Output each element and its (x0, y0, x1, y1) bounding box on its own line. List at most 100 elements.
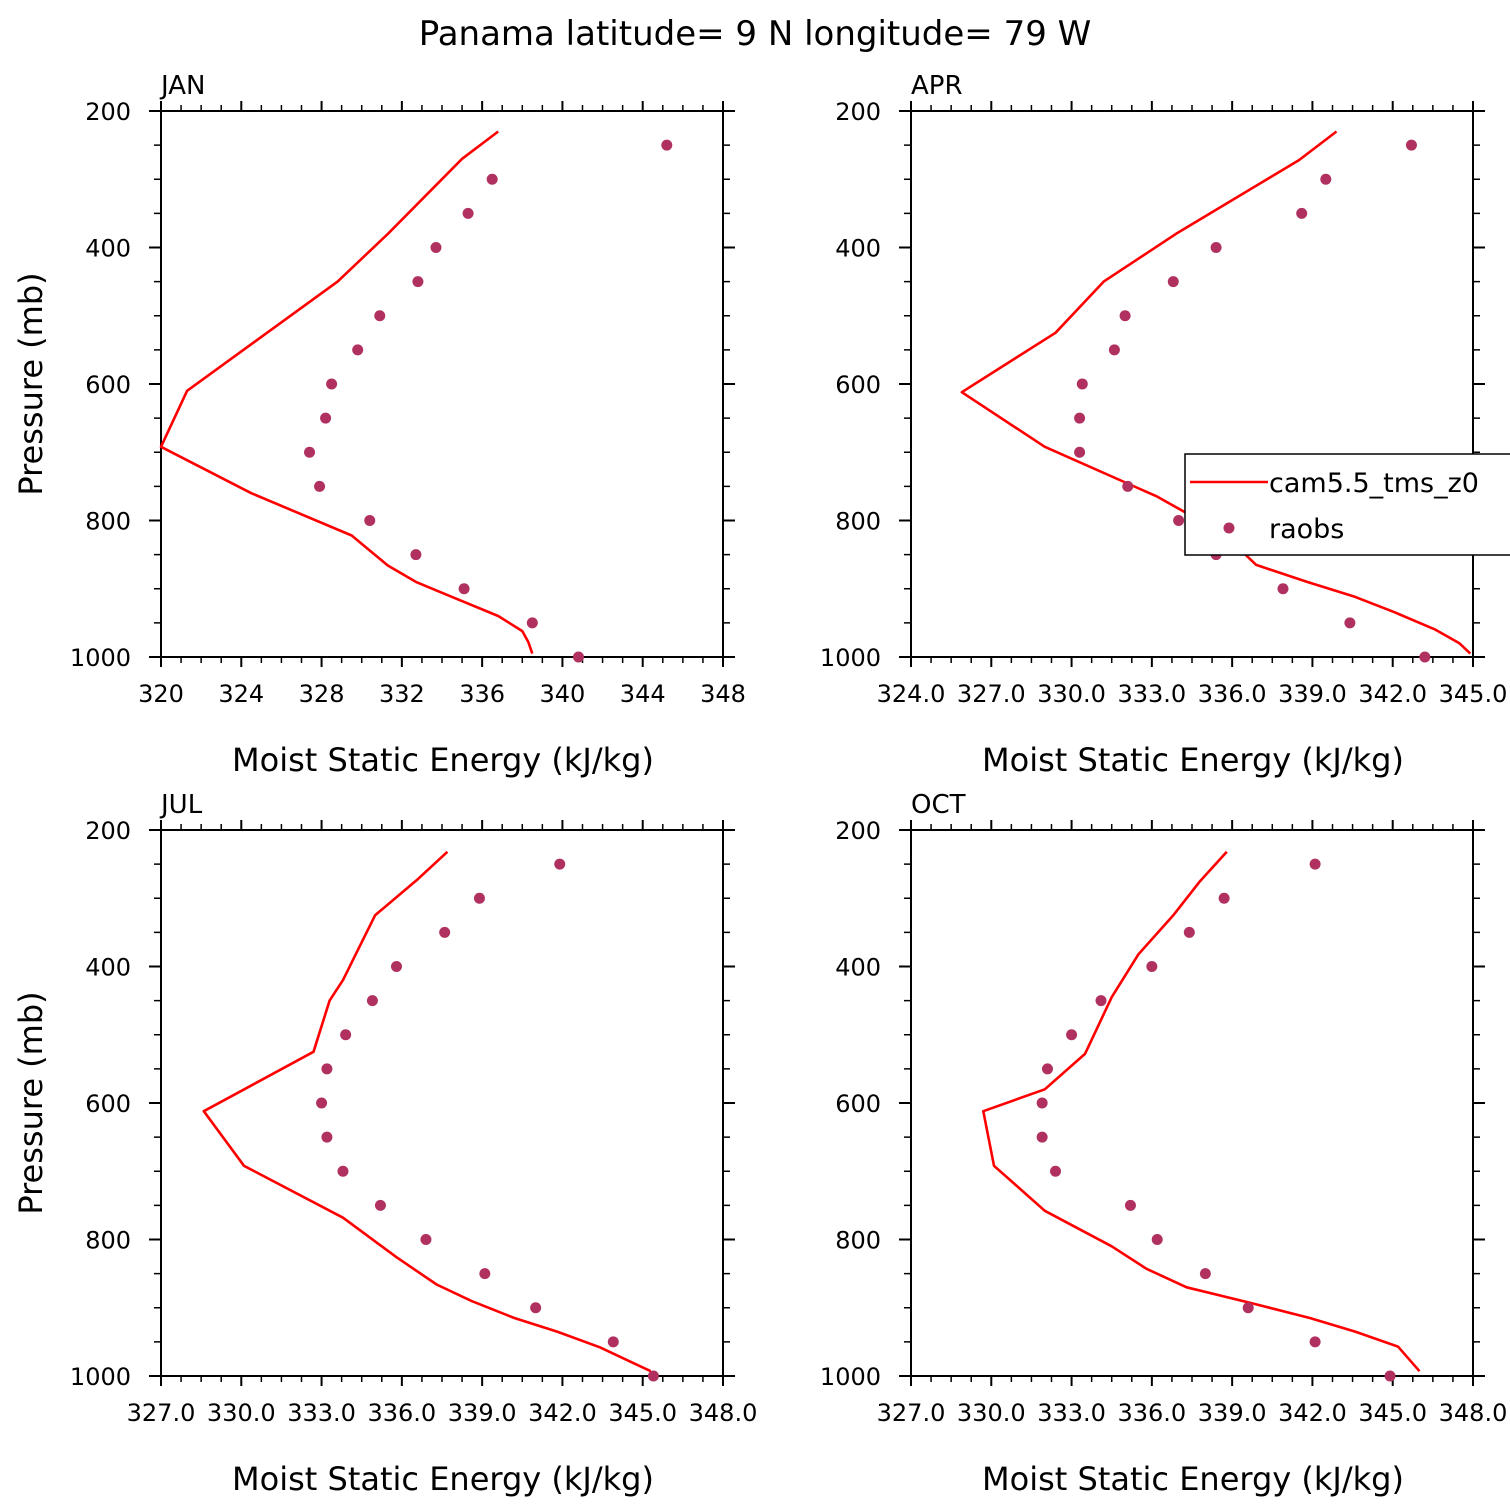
x-tick-label: 330.0 (957, 1399, 1026, 1427)
raob-point (473, 892, 485, 904)
raob-point (321, 1131, 333, 1143)
raob-point (554, 858, 566, 870)
model-line (981, 850, 1421, 1373)
raob-point (364, 515, 376, 526)
y-tick-label: 1000 (820, 644, 881, 672)
y-tick-label: 600 (85, 371, 131, 399)
x-tick-label: 342.0 (1278, 1399, 1347, 1427)
raob-point (374, 310, 386, 322)
x-tick-label: 348 (700, 680, 746, 708)
y-tick-label: 400 (835, 954, 881, 982)
raob-point (1167, 276, 1179, 288)
raob-point (1320, 173, 1332, 185)
legend-marker-swatch (1223, 522, 1235, 534)
raob-point (1122, 480, 1134, 492)
y-tick-label: 600 (835, 1090, 881, 1118)
raob-point (1218, 892, 1230, 904)
raob-point (647, 1370, 659, 1382)
model-line (159, 130, 534, 655)
x-tick-label: 333.0 (1117, 680, 1186, 708)
y-tick-label: 1000 (70, 1363, 131, 1391)
x-tick-label: 345.0 (1358, 1399, 1427, 1427)
y-tick-label: 400 (835, 235, 881, 263)
x-axis-title: Moist Static Energy (kJ/kg) (232, 1460, 654, 1498)
figure-title: Panama latitude= 9 N longitude= 79 W (419, 14, 1092, 54)
y-tick-label: 200 (835, 98, 881, 126)
raob-point (458, 583, 470, 595)
x-tick-label: 327.0 (127, 1399, 196, 1427)
raob-point (607, 1336, 619, 1348)
plot-frame (160, 829, 724, 1377)
y-axis-title: Pressure (mb) (12, 272, 50, 495)
x-axis-title: Moist Static Energy (kJ/kg) (232, 741, 654, 779)
raob-point (430, 242, 442, 253)
raob-point (1074, 412, 1086, 424)
panel-oct: OCT 327.0 330.0 333.0 336.0 339.0 342.0 345.0 34… (820, 790, 1507, 1498)
panel-jul: JUL 327.0 330.0 333.0 336.0 339.0 342.0 345.0 34… (12, 790, 757, 1498)
raob-point (439, 926, 451, 938)
y-tick-label: 600 (85, 1090, 131, 1118)
raob-point (1066, 1029, 1078, 1041)
x-tick-label: 320 (138, 680, 184, 708)
raob-point (1277, 583, 1289, 595)
x-tick-label: 342.0 (1358, 680, 1427, 708)
x-tick-label: 339.0 (1278, 680, 1347, 708)
x-tick-label: 333.0 (1037, 1399, 1106, 1427)
raob-point (1151, 1234, 1163, 1245)
raob-point (337, 1165, 349, 1177)
raob-point (1419, 651, 1431, 663)
x-tick-label: 336.0 (1117, 1399, 1186, 1427)
raob-point (572, 651, 584, 663)
raob-point (1173, 515, 1185, 526)
raob-point (1036, 1097, 1048, 1109)
y-tick-label: 800 (835, 508, 881, 536)
panel-label: JAN (159, 71, 205, 101)
raob-point (1076, 378, 1088, 390)
panel-label: JUL (159, 790, 203, 820)
raob-point (1309, 1336, 1321, 1348)
raob-point (1344, 617, 1356, 629)
x-tick-label: 339.0 (1198, 1399, 1267, 1427)
raob-point (352, 344, 364, 356)
raob-point (1074, 446, 1086, 458)
panels: JAN 320 324 328 332 336 340 344 348 200 400 600 800 1… (12, 71, 1507, 1498)
raob-point (1296, 207, 1308, 219)
x-tick-label: 330.0 (1037, 680, 1106, 708)
panel-label: APR (911, 71, 963, 101)
raob-point (340, 1029, 352, 1041)
raob-point (366, 995, 378, 1007)
raob-point (1124, 1199, 1136, 1211)
panel-label: OCT (911, 790, 966, 820)
raob-point (1242, 1302, 1254, 1314)
raob-point (374, 1199, 386, 1211)
model-line (202, 850, 652, 1373)
y-tick-label: 800 (85, 508, 131, 536)
x-tick-label: 328 (299, 680, 345, 708)
raob-point (1309, 858, 1321, 870)
raob-point (1210, 242, 1222, 253)
x-tick-label: 324 (218, 680, 264, 708)
x-tick-label: 348.0 (1439, 1399, 1508, 1427)
y-tick-label: 600 (835, 371, 881, 399)
raob-point (1108, 344, 1120, 356)
panel-jan: JAN 320 324 328 332 336 340 344 348 200 400 600 800 1… (12, 71, 746, 779)
x-tick-label: 327.0 (877, 1399, 946, 1427)
raob-point (1050, 1165, 1062, 1177)
plot-frame (910, 829, 1474, 1377)
x-tick-label: 330.0 (207, 1399, 276, 1427)
plot-frame (910, 110, 1474, 658)
y-tick-label: 800 (835, 1227, 881, 1255)
raob-point (1384, 1370, 1396, 1382)
raob-point (410, 549, 422, 561)
raob-point (526, 617, 538, 629)
raob-point (1405, 139, 1417, 151)
y-tick-label: 200 (835, 817, 881, 845)
raob-point (661, 139, 673, 151)
raob-point (326, 378, 338, 390)
raob-point (1183, 926, 1195, 938)
x-tick-label: 324.0 (877, 680, 946, 708)
x-tick-label: 348.0 (689, 1399, 758, 1427)
raob-point (391, 961, 403, 972)
panel-apr: APR 324.0 327.0 330.0 333.0 336.0 339.0 342.0 34… (820, 71, 1507, 779)
